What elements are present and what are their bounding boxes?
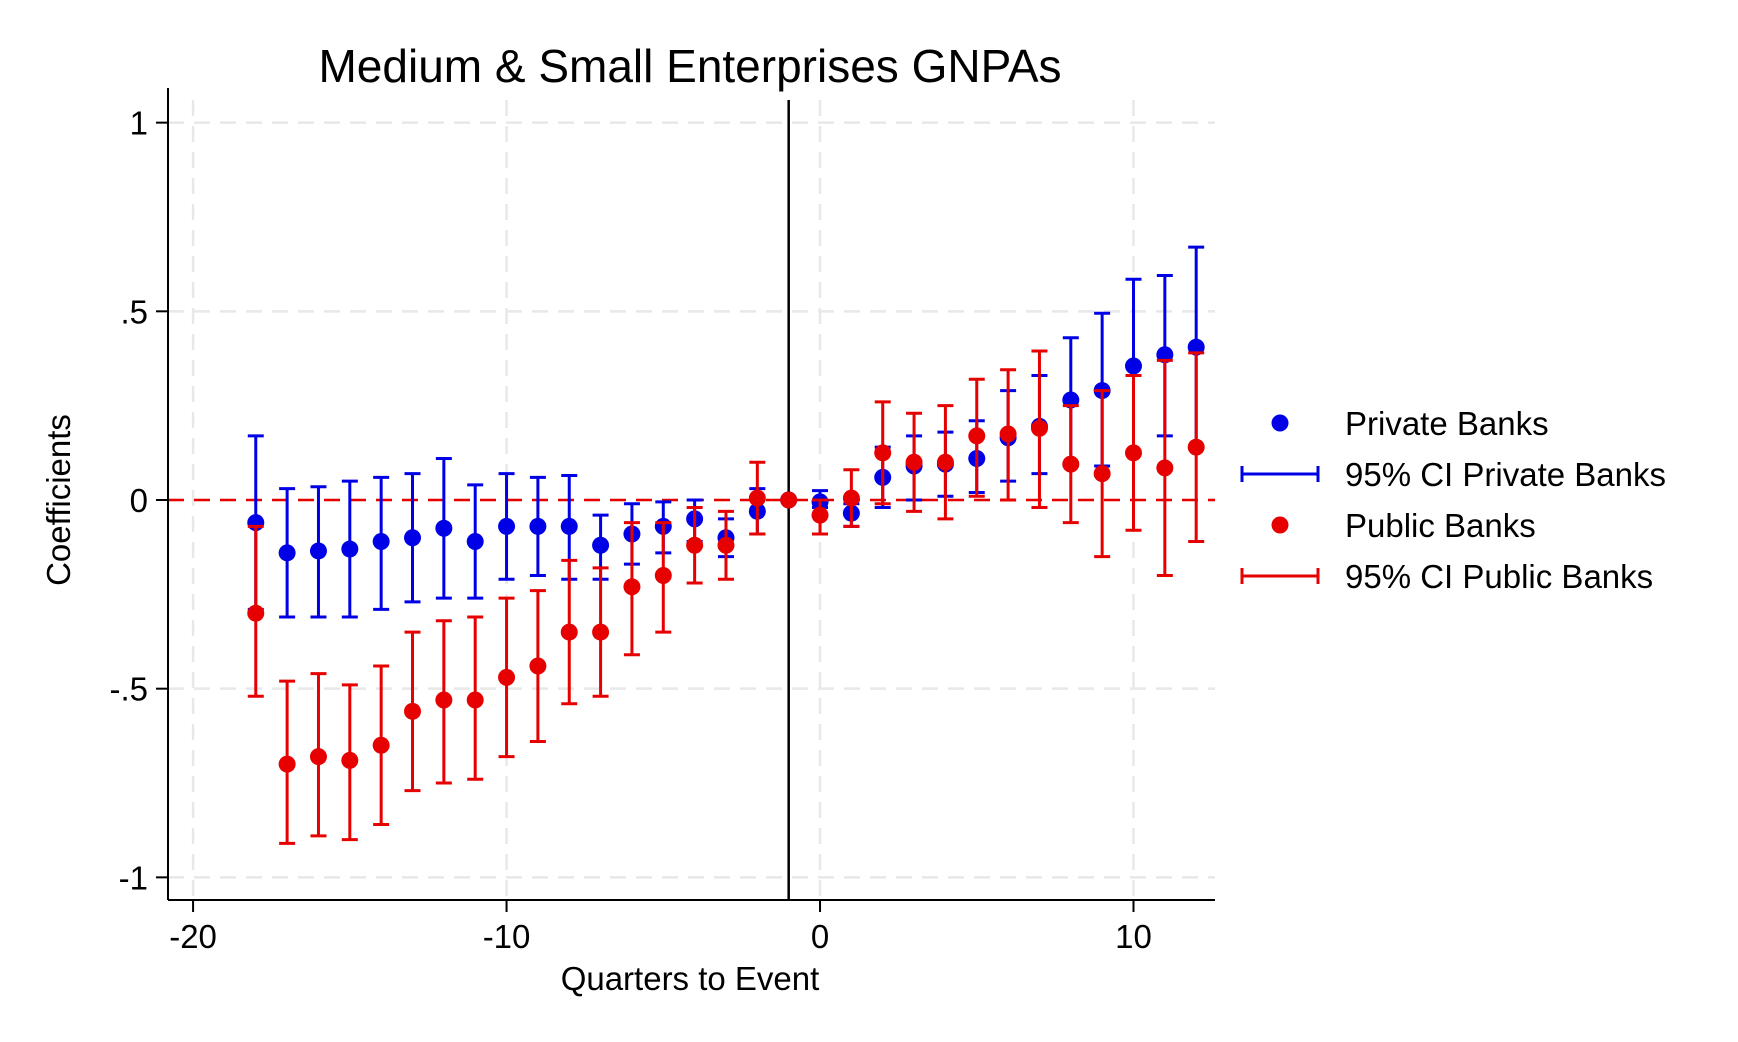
public-point <box>654 566 672 584</box>
legend-marker-private-banks <box>1271 414 1289 432</box>
private-point <box>1124 357 1142 375</box>
public-point <box>842 489 860 507</box>
chart-title: Medium & Small Enterprises GNPAs <box>318 40 1061 92</box>
private-point <box>372 533 390 551</box>
public-point <box>1187 438 1205 456</box>
public-point <box>874 444 892 462</box>
public-point <box>529 657 547 675</box>
private-point <box>341 540 359 558</box>
public-point <box>372 736 390 754</box>
legend-label-private-banks: Private Banks <box>1345 405 1549 442</box>
public-point <box>936 453 954 471</box>
private-point <box>435 519 453 537</box>
y-tick-label: .5 <box>120 293 148 330</box>
public-point <box>560 623 578 641</box>
legend-marker-public-banks <box>1271 516 1289 534</box>
x-tick-label: 0 <box>811 918 829 955</box>
public-point <box>811 506 829 524</box>
y-tick-label: -.5 <box>109 671 148 708</box>
x-tick-label: -10 <box>483 918 531 955</box>
legend-label-95-ci-public-banks: 95% CI Public Banks <box>1345 558 1653 595</box>
series-public-banks <box>247 349 1205 845</box>
public-point <box>341 751 359 769</box>
public-point <box>686 536 704 554</box>
private-point <box>278 544 296 562</box>
private-point <box>529 517 547 535</box>
private-point <box>466 533 484 551</box>
x-axis-label: Quarters to Event <box>561 960 820 997</box>
public-point <box>968 427 986 445</box>
public-point <box>247 604 265 622</box>
x-tick-label: 10 <box>1115 918 1152 955</box>
public-point <box>1156 459 1174 477</box>
public-point <box>309 748 327 766</box>
private-point <box>498 517 516 535</box>
public-point <box>999 425 1017 443</box>
x-tick-label: -20 <box>169 918 217 955</box>
public-point <box>748 489 766 507</box>
public-point <box>905 453 923 471</box>
public-point <box>623 578 641 596</box>
axes: 1 .5 0 -.5 -1 -20 -10 0 10 <box>109 88 1215 955</box>
public-point <box>466 691 484 709</box>
public-point <box>717 536 735 554</box>
public-point <box>404 702 422 720</box>
private-point <box>404 529 422 547</box>
legend-label-public-banks: Public Banks <box>1345 507 1536 544</box>
public-point <box>592 623 610 641</box>
public-point <box>780 491 798 509</box>
public-point <box>278 755 296 773</box>
public-point <box>435 691 453 709</box>
private-point <box>592 536 610 554</box>
private-point <box>560 517 578 535</box>
y-tick-label: 0 <box>130 482 148 519</box>
y-tick-label: -1 <box>119 859 148 896</box>
public-point <box>1124 444 1142 462</box>
public-point <box>498 668 516 686</box>
public-point <box>1030 419 1048 437</box>
legend-label-95-ci-private-banks: 95% CI Private Banks <box>1345 456 1666 493</box>
y-axis-label: Coefficients <box>40 414 77 586</box>
legend: Private Banks 95% CI Private Banks Public … <box>1240 405 1666 595</box>
public-point <box>1093 465 1111 483</box>
y-tick-label: 1 <box>130 105 148 142</box>
private-point <box>309 542 327 560</box>
public-point <box>1062 455 1080 473</box>
